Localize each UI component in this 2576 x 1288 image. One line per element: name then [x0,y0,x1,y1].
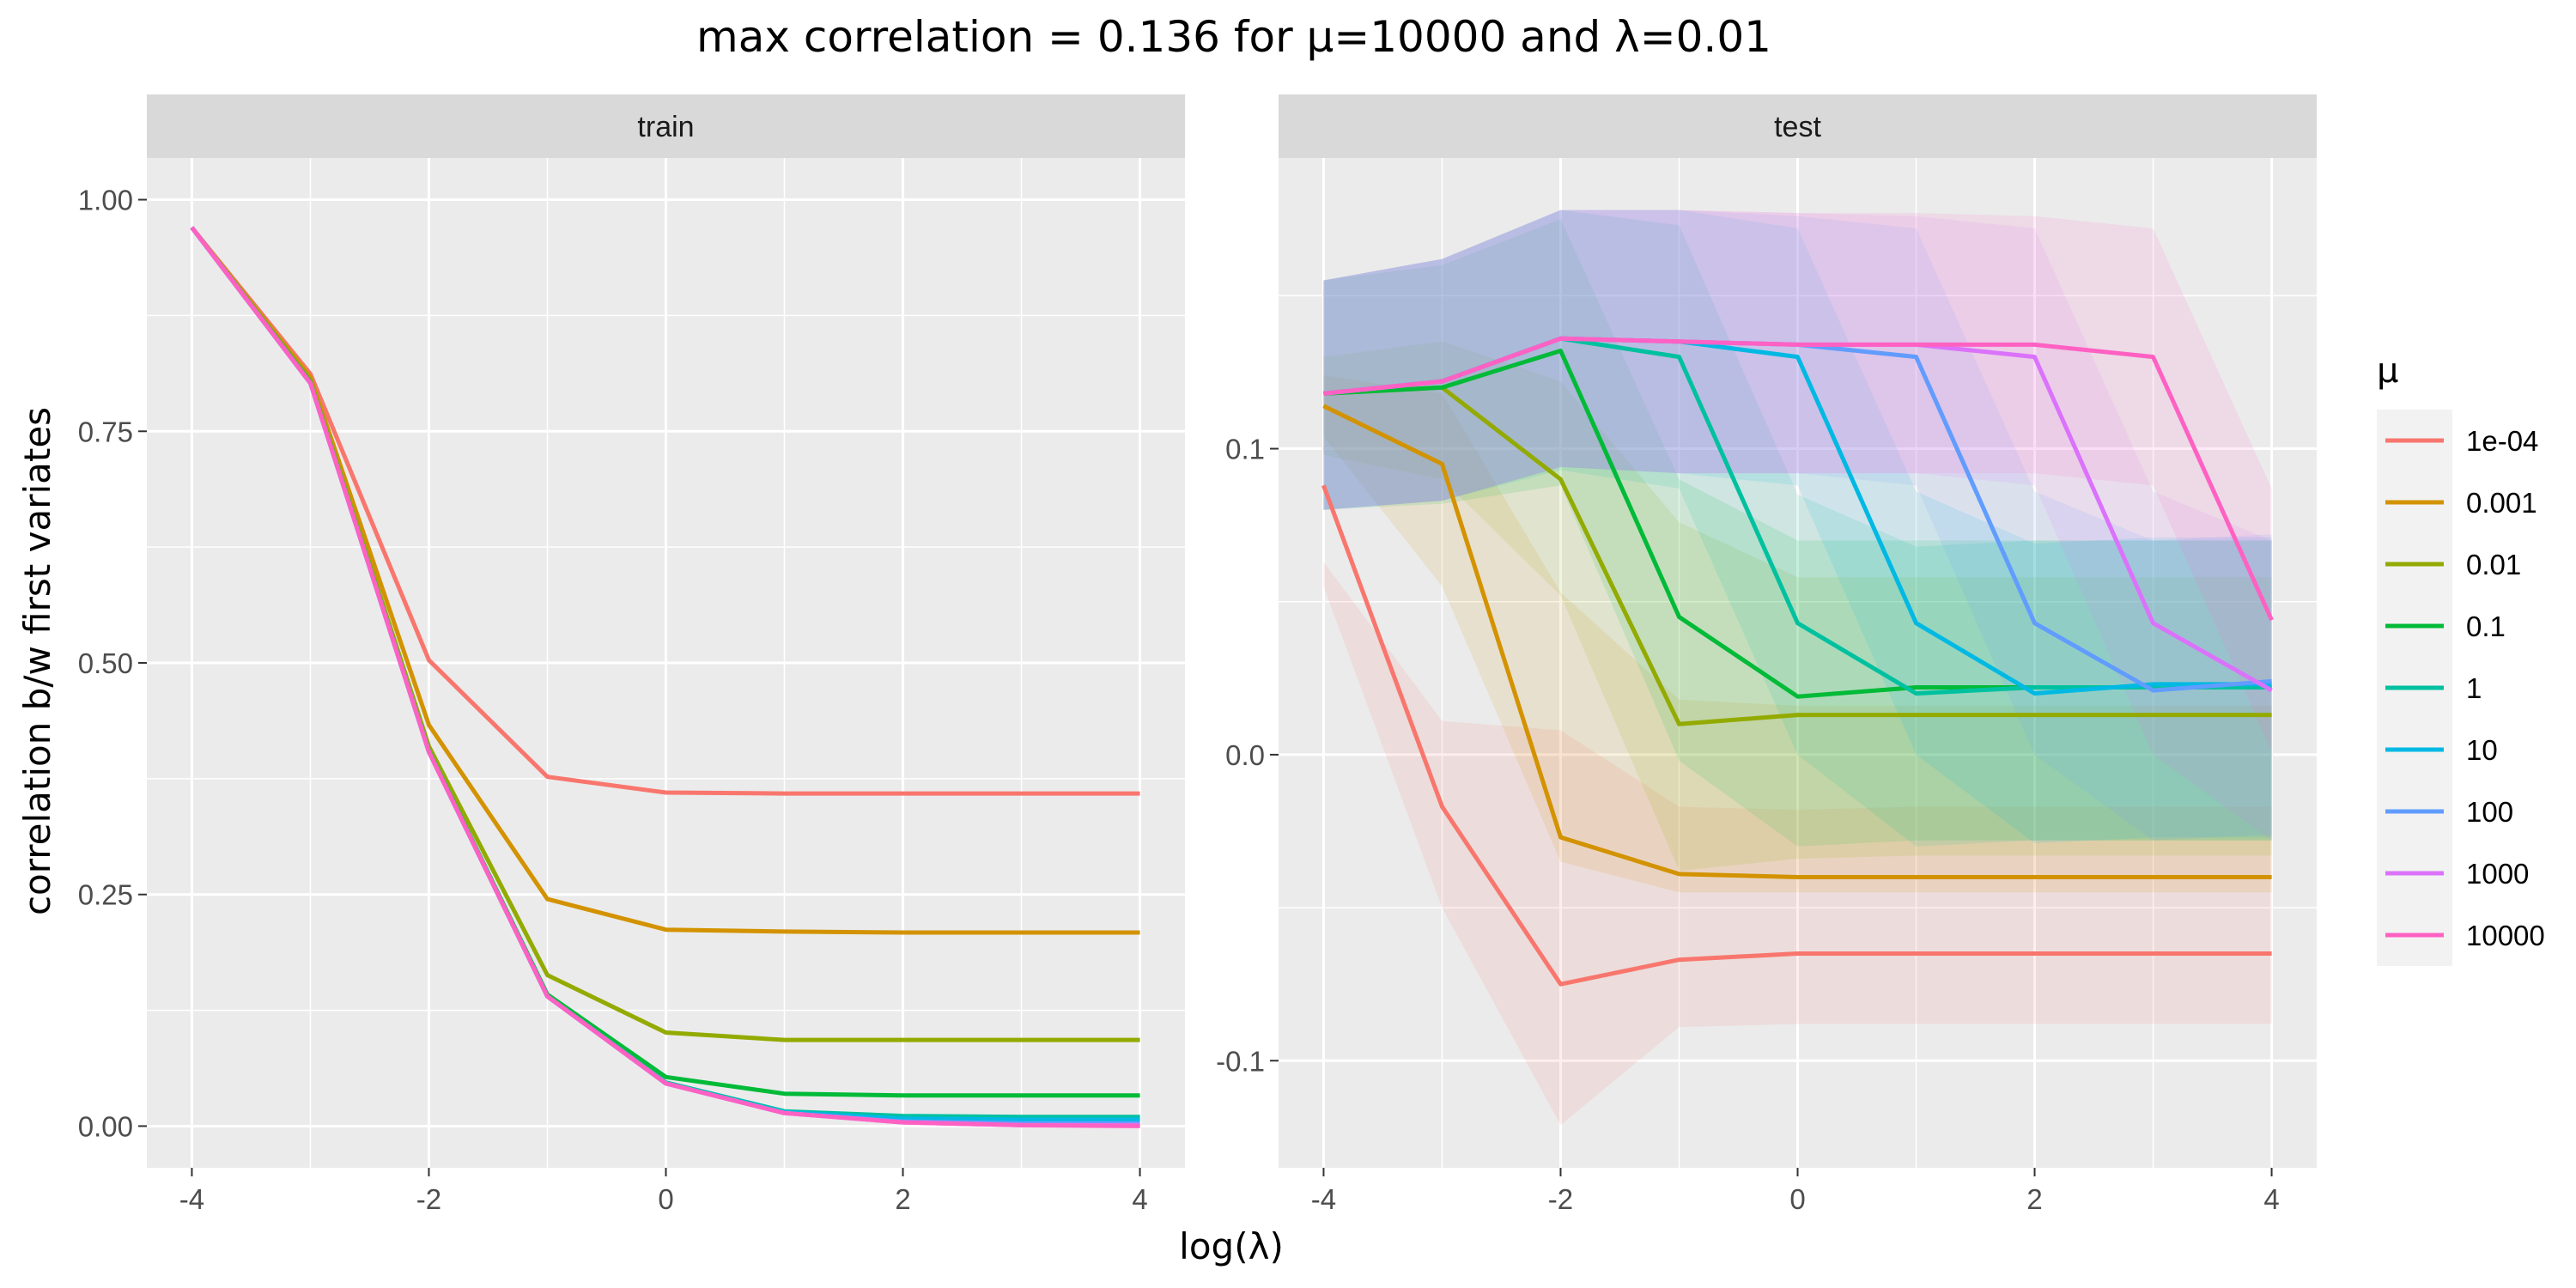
legend-label: 0.1 [2466,611,2506,642]
series-line-10000 [1323,336,2274,622]
panel-test: test -0.1 0.0 0.1 -4 -2 0 2 4 [1216,94,2317,1215]
legend-label: 1e-04 [2466,425,2538,457]
ribbon-0.1 [1323,219,2272,847]
legend: μ 1e-04 0.001 0.01 0.1 1 10 100 1000 10000 [2377,351,2545,966]
strip-label-train: train [637,111,694,143]
y-axis-test: -0.1 0.0 0.1 [1216,434,1279,1077]
ribbon-0.01 [1323,341,2272,872]
legend-label: 10 [2466,734,2498,766]
x-tick-label: -4 [1311,1183,1336,1215]
y-tick-label: -0.1 [1216,1045,1265,1077]
legend-label: 100 [2466,796,2513,828]
series-line-1e-04 [1321,484,2272,987]
x-tick-label: 0 [1789,1183,1805,1215]
legend-title: μ [2377,351,2398,391]
series-line-0.01 [1323,385,2272,726]
ribbon-100 [1323,210,2272,841]
x-tick-label: -4 [179,1183,204,1215]
y-tick-label: 0.1 [1225,434,1265,465]
ribbon-0.001 [1323,375,2272,893]
x-tick-label: 2 [895,1183,910,1215]
y-tick-label: 0.25 [78,879,133,911]
y-axis-title: correlation b/w first variates [16,407,58,915]
legend-items: 1e-04 0.001 0.01 0.1 1 10 100 1000 10000 [2377,410,2545,966]
legend-label: 1000 [2466,858,2529,890]
panel-train: train 0.00 0.25 0.50 0.75 1.00 -4 -2 0 2 4 [78,94,1185,1215]
series-line-0.001 [190,226,1140,935]
legend-label: 1 [2466,672,2482,704]
chart-title: max correlation = 0.136 for μ=10000 and … [696,12,1771,62]
series-test [1321,210,2274,1126]
series-line-0.001 [1322,404,2272,879]
legend-label: 0.01 [2466,549,2521,580]
y-axis-train: 0.00 0.25 0.50 0.75 1.00 [78,185,147,1142]
ribbon-1000 [1323,210,2272,841]
y-tick-label: 0.0 [1225,739,1265,771]
y-tick-label: 0.75 [78,416,133,447]
strip-background-test [1279,94,2317,158]
strip-label-test: test [1774,111,1821,143]
x-tick-label: -2 [1548,1183,1573,1215]
x-tick-label: -2 [416,1183,441,1215]
x-tick-label: 4 [2263,1183,2279,1215]
y-tick-label: 0.50 [78,647,133,679]
series-line-1e-04 [190,226,1140,796]
y-tick-label: 1.00 [78,185,133,216]
gridlines-test [1279,158,2317,1168]
series-train [190,226,1140,1128]
legend-label: 0.001 [2466,487,2537,519]
x-tick-label: 0 [658,1183,673,1215]
series-line-10000 [190,226,1140,1128]
x-axis-test: -4 -2 0 2 4 [1311,1168,2280,1215]
y-tick-label: 0.00 [78,1110,133,1142]
legend-label: 10000 [2466,920,2545,951]
x-axis-title: log(λ) [1179,1225,1284,1267]
x-axis-train: -4 -2 0 2 4 [179,1168,1148,1215]
x-tick-label: 4 [1132,1183,1147,1215]
strip-background-train [147,94,1185,158]
x-tick-label: 2 [2026,1183,2042,1215]
ribbon-10 [1323,210,2272,844]
